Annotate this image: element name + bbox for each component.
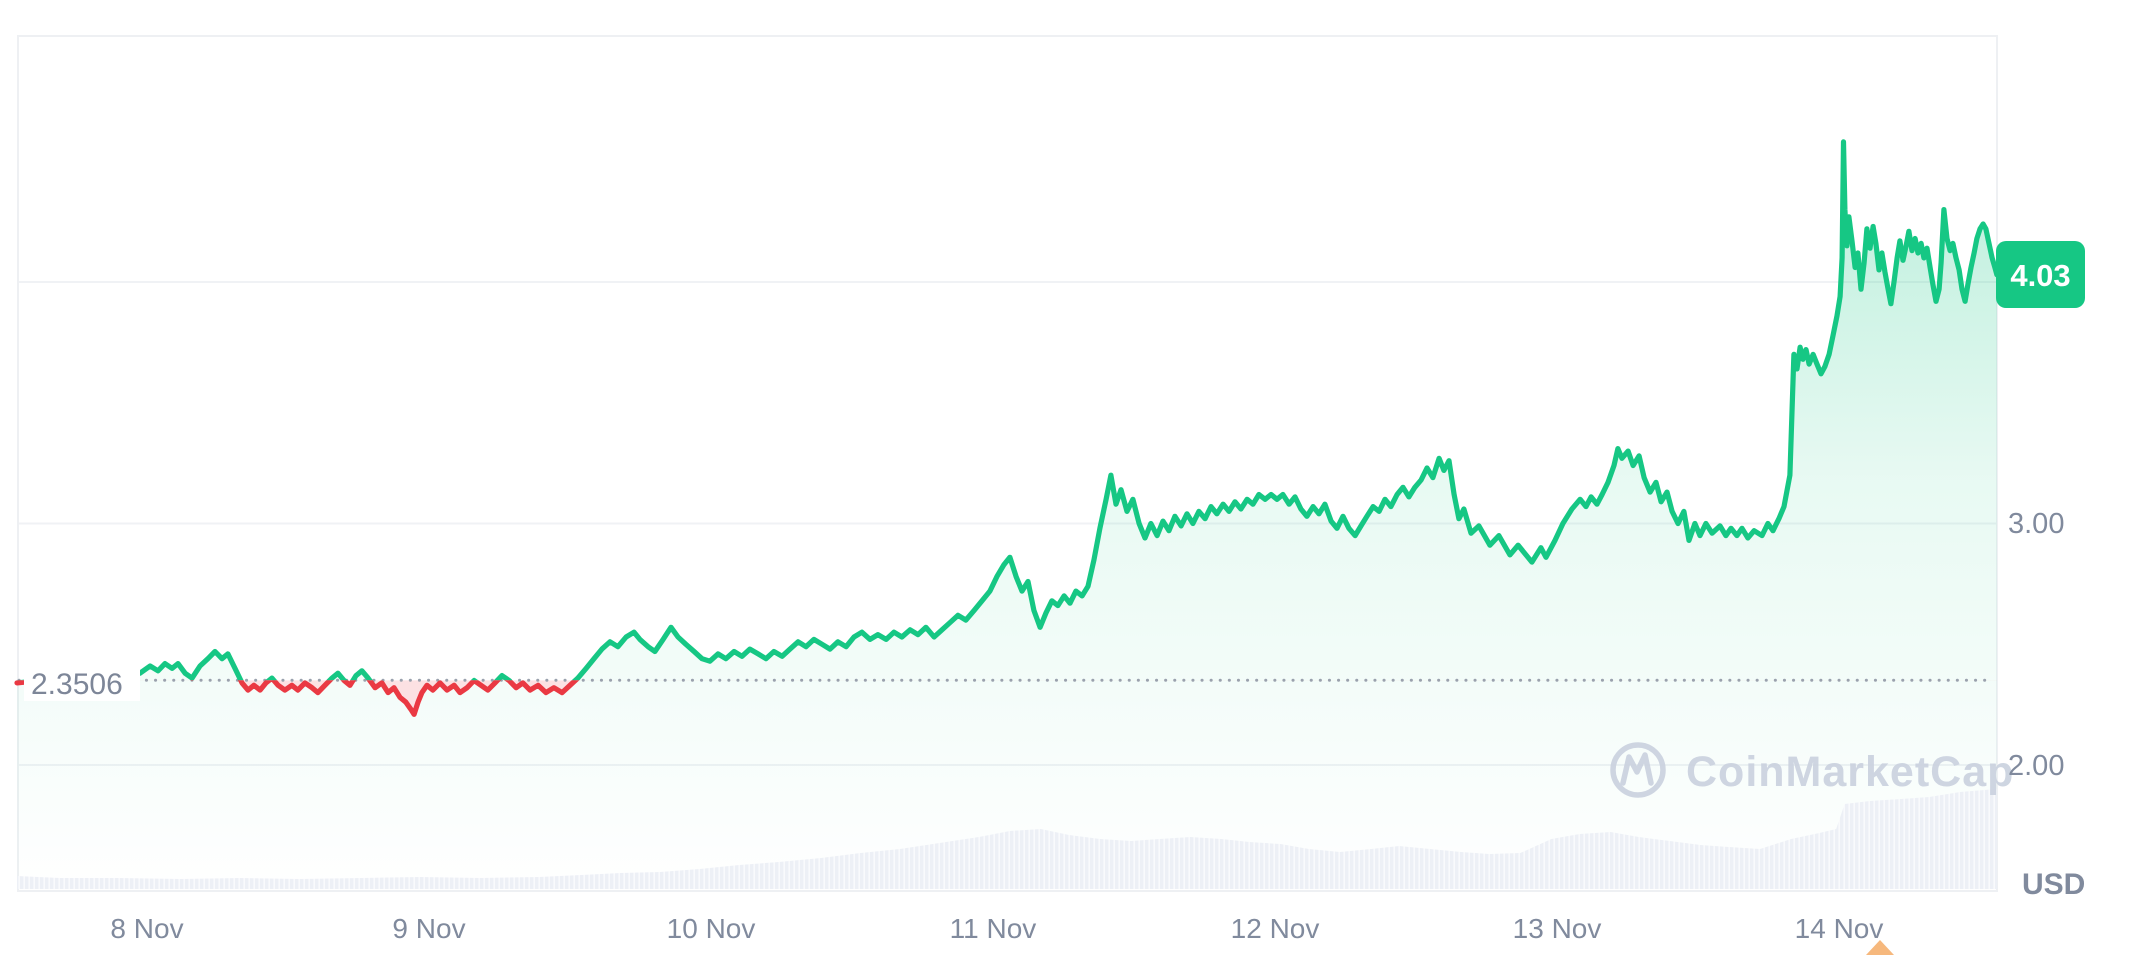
x-tick-10-nov: 10 Nov [667,913,756,944]
coinmarketcap-logo-icon [1610,742,1666,798]
baseline-label-bg [24,660,140,701]
x-tick-14-nov: 14 Nov [1795,913,1884,944]
y-axis: 3.00 2.00 USD [2008,508,2085,901]
watermark: CoinMarketCap [1610,742,2014,798]
price-area-gain-fill [17,141,1997,889]
price-area-loss-fill [17,680,1997,715]
price-line-up [16,139,2000,681]
price-badge-bg [1996,241,2085,308]
x-axis: 8 Nov 9 Nov 10 Nov 11 Nov 12 Nov 13 Nov 14 Nov [110,913,1883,944]
bottom-marker-triangle-icon [1866,940,1894,955]
watermark-text: CoinMarketCap [1686,748,2014,796]
x-tick-8-nov: 8 Nov [110,913,183,944]
axis-unit-label: USD [2022,868,2085,901]
price-line-down [14,680,580,717]
baseline-price-label: 2.3506 [31,668,123,701]
y-tick-2: 2.00 [2008,750,2064,782]
current-price-badge: 4.03 [1996,241,2085,308]
y-tick-3: 3.00 [2008,508,2064,540]
chart-card-border [17,35,1998,892]
x-tick-9-nov: 9 Nov [392,913,465,944]
x-tick-11-nov: 11 Nov [950,913,1037,944]
volume-area [17,789,1997,889]
x-tick-13-nov: 13 Nov [1513,913,1602,944]
x-tick-12-nov: 12 Nov [1231,913,1320,944]
price-badge-label: 4.03 [2010,258,2070,293]
coinmarketcap-logo-m-icon [1620,752,1654,786]
